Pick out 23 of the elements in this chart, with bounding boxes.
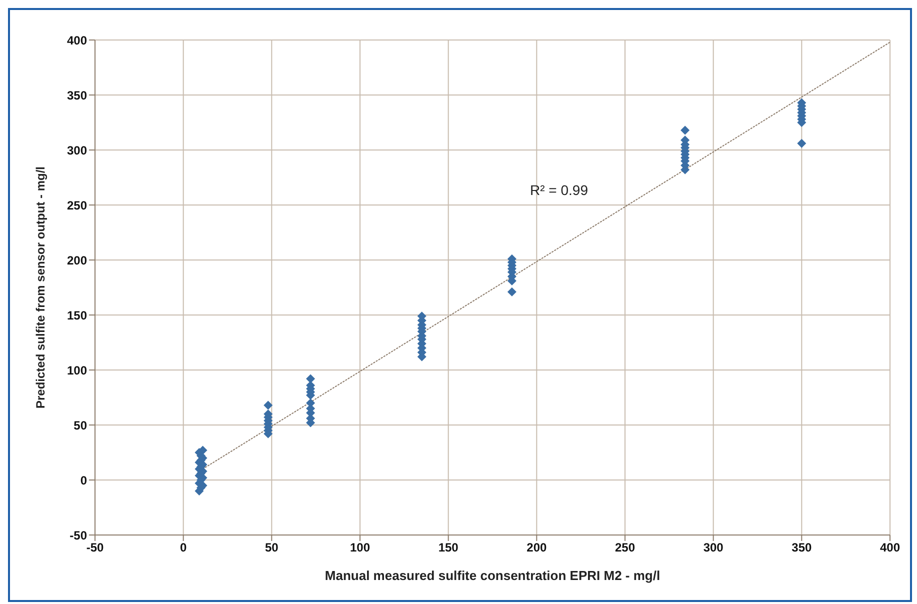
y-tick-label: 150	[66, 308, 88, 322]
annotation: R² = 0.99	[530, 182, 588, 198]
y-axis-title: Predicted sulfite from sensor output - mg/l	[33, 166, 48, 409]
x-tick-label: 400	[880, 540, 900, 555]
x-tick-label: 250	[614, 540, 636, 555]
x-tick-label: 50	[264, 540, 279, 555]
x-tick-label: 200	[526, 540, 547, 555]
y-tick-label: 400	[66, 33, 88, 48]
x-tick-label: 150	[438, 540, 459, 555]
y-tick-label: 50	[74, 418, 88, 432]
y-tick-label: 200	[66, 253, 88, 268]
x-tick-label: 0	[180, 540, 187, 555]
x-axis-title: Manual measured sulfite consentration EPRI M2 - mg/l	[324, 568, 660, 583]
x-tick-label: 300	[703, 540, 724, 555]
y-tick-label: 300	[66, 143, 88, 158]
y-tick-label: 250	[66, 198, 88, 212]
y-tick-label: 350	[66, 88, 88, 102]
x-tick-label: 100	[350, 540, 370, 555]
y-tick-label: -50	[70, 528, 88, 542]
y-tick-label: 0	[80, 473, 88, 488]
y-tick-label: 100	[66, 363, 88, 378]
x-tick-label: -50	[86, 540, 104, 555]
x-tick-label: 350	[792, 540, 812, 555]
